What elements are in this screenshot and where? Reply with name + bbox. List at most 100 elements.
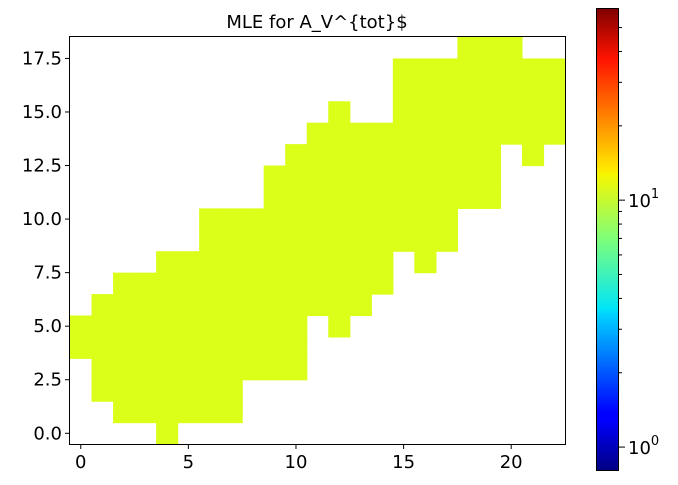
heatmap-cell [457, 186, 480, 209]
heatmap-cell [414, 58, 437, 81]
heatmap-cell [543, 58, 566, 81]
heatmap-cell [91, 358, 114, 381]
heatmap-cell [285, 144, 308, 167]
heatmap-cell [414, 144, 437, 167]
heatmap-cell [156, 272, 179, 295]
heatmap-cell [263, 229, 286, 252]
heatmap-cell [328, 101, 351, 124]
heatmap-cell [478, 79, 502, 102]
heatmap-cell [478, 122, 502, 145]
heatmap-cell [521, 101, 545, 124]
heatmap-cell [500, 122, 523, 145]
heatmap-cell [392, 208, 415, 231]
heatmap-cell [177, 272, 200, 295]
heatmap-cell [134, 315, 157, 338]
heatmap-cell [285, 229, 308, 252]
heatmap-cell [521, 58, 545, 81]
heatmap-cell [177, 379, 200, 402]
colorbar-ticks: 100 101 [619, 27, 659, 459]
heatmap-cell [220, 272, 243, 295]
heatmap-cell [156, 379, 179, 402]
heatmap-cell [371, 122, 394, 145]
x-tick-label: 0 [75, 452, 86, 473]
heatmap-cell [306, 294, 329, 317]
heatmap-cell [435, 79, 458, 102]
heatmap-cell [349, 208, 372, 231]
heatmap-cell [113, 379, 136, 402]
y-tick-label: 10.0 [22, 209, 62, 230]
heatmap-cell [113, 294, 136, 317]
colorbar-gradient [596, 8, 619, 471]
y-tick-label: 12.5 [22, 156, 62, 177]
heatmap-cell [199, 401, 222, 424]
heatmap-cell [306, 229, 329, 252]
heatmap-cell [220, 336, 243, 359]
heatmap-cell [242, 251, 265, 274]
heatmap-cell [263, 208, 286, 231]
heatmap-cell [306, 272, 329, 295]
heatmap-cell [371, 272, 394, 295]
heatmap-cell [328, 272, 351, 295]
x-tick-label: 15 [392, 452, 415, 473]
heatmap-cell [349, 251, 372, 274]
heatmap-cell [478, 165, 502, 188]
colorbar-tick-label: 100 [628, 434, 659, 459]
heatmap-cell [134, 358, 157, 381]
heatmap-cell [349, 186, 372, 209]
heatmap-cell [414, 165, 437, 188]
heatmap-cell [392, 186, 415, 209]
heatmap-cell [263, 251, 286, 274]
heatmap-cell [134, 336, 157, 359]
heatmap-cell [328, 251, 351, 274]
heatmap-cell [242, 294, 265, 317]
heatmap-cell [263, 336, 286, 359]
heatmap-cell [435, 186, 458, 209]
heatmap-cell [478, 186, 502, 209]
heatmap-cell [414, 208, 437, 231]
heatmap-cell [306, 165, 329, 188]
heatmap-cell [457, 122, 480, 145]
colorbar-tick-label: 101 [628, 187, 659, 212]
heatmap-cell [543, 101, 566, 124]
heatmap-cell [328, 315, 351, 338]
heatmap-cell [478, 144, 502, 167]
heatmap-cell [220, 294, 243, 317]
heatmap-cell [414, 186, 437, 209]
heatmap-cell [220, 229, 243, 252]
heatmap-cell [414, 79, 437, 102]
heatmap-cell [242, 229, 265, 252]
heatmap-cell [220, 358, 243, 381]
heatmap-cell [371, 251, 394, 274]
heatmap-cell [70, 315, 93, 338]
heatmap-cell [242, 272, 265, 295]
heatmap-cell [199, 208, 222, 231]
heatmap-cell [156, 358, 179, 381]
heatmap-cell [543, 122, 566, 145]
heatmap-cell [371, 165, 394, 188]
heatmap-cell [199, 336, 222, 359]
heatmap-cell [435, 122, 458, 145]
heatmap-cell [435, 101, 458, 124]
x-tick-label: 20 [500, 452, 523, 473]
x-tick-label: 10 [285, 452, 308, 473]
heatmap-cell [113, 336, 136, 359]
heatmap-cell [349, 294, 372, 317]
heatmap-cell [177, 358, 200, 381]
heatmap-cell [435, 208, 458, 231]
heatmap-cell [91, 336, 114, 359]
heatmap-cell [500, 101, 523, 124]
heatmap-cell [521, 122, 545, 145]
heatmap-cell [328, 229, 351, 252]
heatmap-cell [371, 208, 394, 231]
heatmap-cell [177, 401, 200, 424]
heatmap-cell [134, 294, 157, 317]
heatmap-cell [328, 186, 351, 209]
heatmap-cell [414, 101, 437, 124]
heatmap-cell [328, 208, 351, 231]
heatmap-cell [306, 251, 329, 274]
heatmap-cell [113, 315, 136, 338]
heatmap-cell [392, 101, 415, 124]
heatmap-cell [457, 37, 480, 60]
heatmap-cell [285, 208, 308, 231]
heatmap-cell [521, 144, 545, 167]
